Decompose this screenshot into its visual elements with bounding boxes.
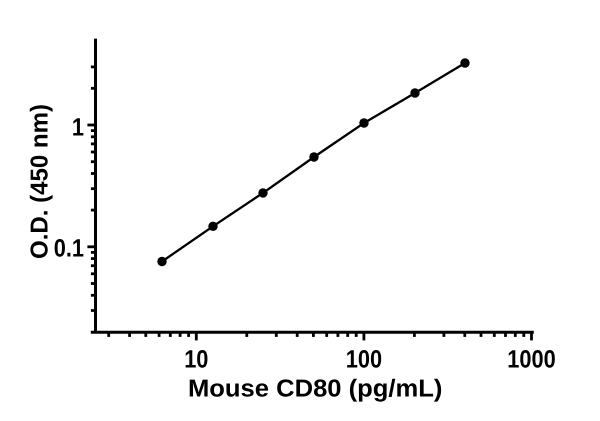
svg-text:1: 1 bbox=[72, 113, 84, 141]
svg-text:Mouse CD80 (pg/mL): Mouse CD80 (pg/mL) bbox=[188, 375, 443, 402]
svg-text:O.D. (450 nm): O.D. (450 nm) bbox=[27, 104, 54, 259]
svg-text:10: 10 bbox=[184, 345, 208, 373]
svg-text:0.1: 0.1 bbox=[54, 234, 84, 262]
svg-text:1000: 1000 bbox=[507, 345, 555, 373]
svg-text:100: 100 bbox=[346, 345, 382, 373]
